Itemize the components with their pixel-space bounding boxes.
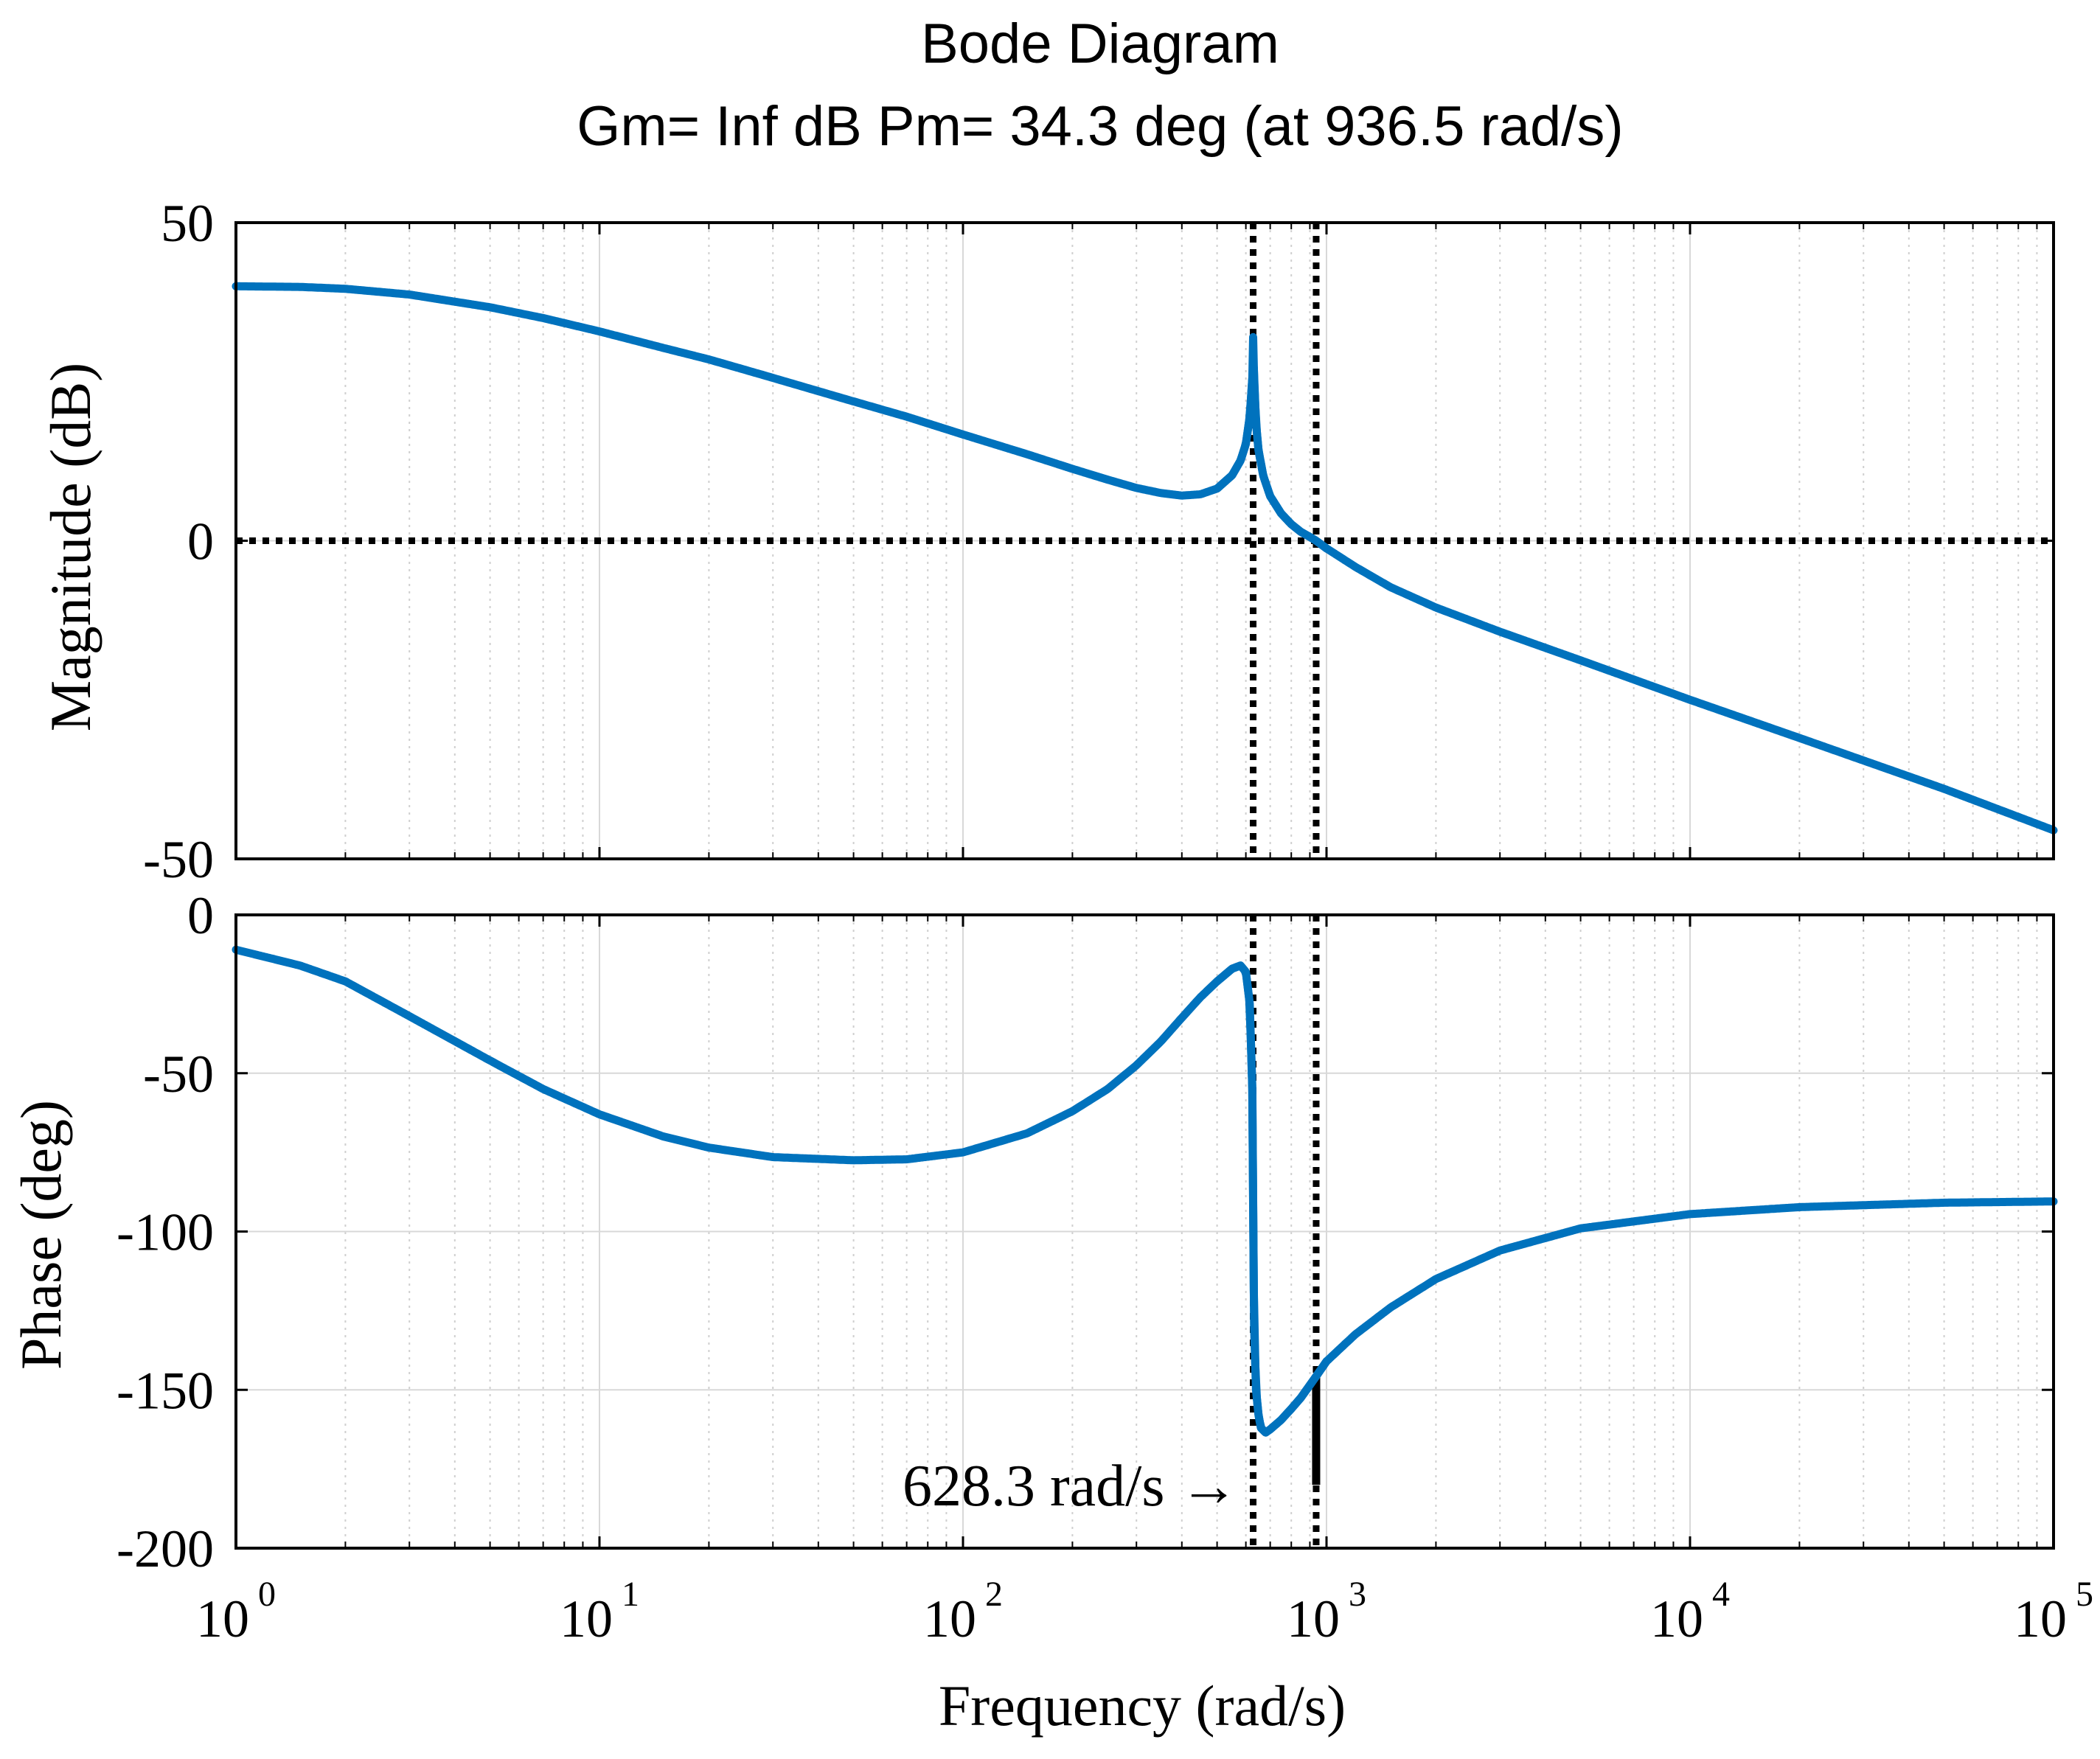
x-axis-label: Frequency (rad/s) — [939, 1673, 1346, 1738]
x-tick-label: 10 — [923, 1589, 976, 1648]
resonance-annotation: 628.3 rad/s — [903, 1454, 1165, 1519]
phase-axes-frame — [234, 913, 2055, 1550]
x-tick-label: 10 — [1287, 1589, 1340, 1648]
x-tick-exponent: 0 — [258, 1575, 276, 1614]
x-tick-label: 10 — [560, 1589, 613, 1648]
phase-series-peak — [1213, 961, 1331, 1437]
x-tick-label: 10 — [196, 1589, 249, 1648]
magnitude-ytick-label: 0 — [187, 512, 214, 571]
x-tick-label: 10 — [2014, 1589, 2067, 1648]
chart-title: Bode Diagram — [921, 13, 1279, 75]
phase-ytick-label: -50 — [143, 1045, 214, 1104]
x-tick-label: 10 — [1650, 1589, 1703, 1648]
annotations: 628.3 rad/s → — [903, 1454, 1239, 1519]
x-tick-exponent: 3 — [1349, 1575, 1366, 1614]
magnitude-ytick-label: -50 — [143, 830, 214, 889]
magnitude-ytick-label: 50 — [161, 194, 214, 253]
magnitude-axes-frame — [234, 221, 2055, 860]
x-tick-exponent: 5 — [2076, 1575, 2093, 1614]
x-tick-exponent: 2 — [985, 1575, 1003, 1614]
phase-series-line — [232, 945, 2058, 1437]
phase-ylabel: Phase (deg) — [9, 1100, 73, 1370]
chart-subtitle: Gm= Inf dB Pm= 34.3 deg (at 936.5 rad/s) — [577, 95, 1623, 158]
phase-ytick-label: 0 — [187, 886, 214, 945]
phase-ytick-label: -100 — [117, 1203, 214, 1262]
x-tick-exponent: 4 — [1712, 1575, 1730, 1614]
magnitude-ylabel: Magnitude (dB) — [38, 363, 102, 731]
x-tick-exponent: 1 — [622, 1575, 639, 1614]
magnitude-series-line — [232, 282, 2058, 835]
phase-plot: 0 -50 -100 -150 -200 — [117, 886, 2058, 1578]
phase-ytick-label: -150 — [117, 1361, 214, 1420]
phase-ytick-label: -200 — [117, 1519, 214, 1578]
x-tick-labels: 10 0 10 1 10 2 10 3 10 4 10 5 — [196, 1575, 2093, 1648]
magnitude-plot: 50 0 -50 — [143, 194, 2058, 889]
magnitude-series-peak — [1213, 332, 1331, 553]
annotation-arrow: → — [1179, 1454, 1238, 1519]
